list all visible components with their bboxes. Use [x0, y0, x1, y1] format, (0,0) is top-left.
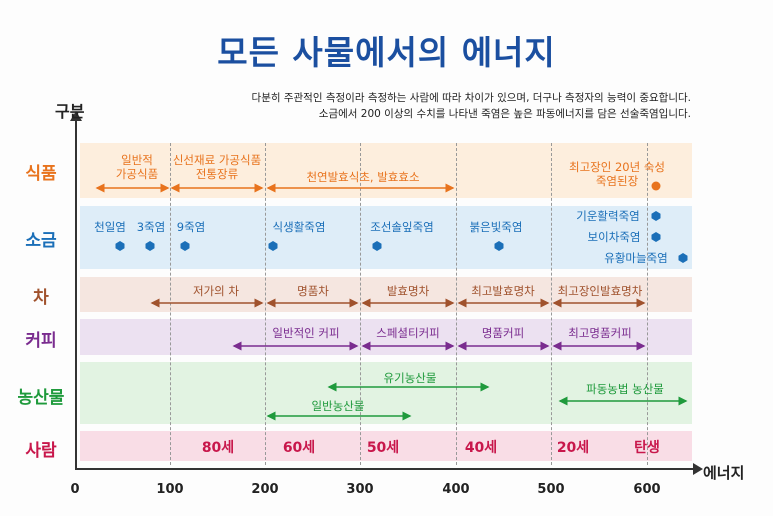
person-item: 40세	[464, 440, 498, 456]
salt-point	[372, 241, 382, 251]
food-item: 천연발효식초, 발효효소	[306, 170, 420, 184]
x-tick: 300	[346, 482, 374, 497]
y-axis	[75, 118, 77, 470]
salt-point	[651, 211, 661, 221]
tea-item: 최고장인발효명차	[557, 284, 643, 298]
salt-point	[494, 241, 504, 251]
salt-item: 유황마늘죽염	[604, 251, 668, 265]
x-tick: 400	[442, 482, 470, 497]
row-label-food: 식품	[25, 164, 57, 184]
food-item: 최고장인 20년 숙성 죽염된장	[568, 160, 666, 188]
person-item: 50세	[366, 440, 400, 456]
farm-item: 유기농산물	[383, 371, 437, 385]
x-tick: 500	[537, 482, 565, 497]
person-item: 20세	[556, 440, 590, 456]
coffee-item: 명품커피	[481, 326, 525, 340]
salt-item: 9죽염	[176, 220, 206, 234]
row-label-farm: 농산물	[17, 388, 65, 408]
x-axis-arrow	[693, 463, 703, 475]
gridline-600	[647, 143, 648, 465]
salt-point	[678, 253, 688, 263]
salt-point	[145, 241, 155, 251]
coffee-item: 일반적인 커피	[272, 326, 340, 340]
tea-item: 저가의 차	[193, 284, 239, 298]
coffee-item: 스페셜티커피	[376, 326, 440, 340]
coffee-item: 최고명품커피	[568, 326, 632, 340]
gridline-300	[360, 143, 361, 465]
food-item: 일반적 가공식품	[115, 153, 159, 181]
x-axis-label: 에너지	[703, 464, 745, 482]
row-label-coffee: 커피	[25, 331, 57, 351]
farm-arrows	[266, 382, 688, 421]
subtitle-line-1: 다분히 주관적인 측정이라 측정하는 사람에 따라 차이가 있으며, 더구나 측…	[251, 92, 691, 104]
salt-item: 3죽염	[136, 220, 166, 234]
x-tick: 200	[251, 482, 279, 497]
row-label-person: 사람	[25, 441, 57, 461]
gridline-500	[551, 143, 552, 465]
farm-item: 일반농산물	[311, 399, 365, 413]
gridline-400	[456, 143, 457, 465]
y-axis-arrow	[70, 111, 82, 121]
salt-item: 식생활죽염	[272, 220, 326, 234]
food-point	[651, 181, 661, 191]
salt-item: 붉은빛죽염	[469, 220, 523, 234]
subtitle-line-2: 소금에서 200 이상의 수치를 나타낸 죽염은 높은 파동에너지를 담은 선술…	[318, 108, 691, 120]
x-tick: 600	[633, 482, 661, 497]
band-salt	[80, 206, 692, 269]
salt-point	[115, 241, 125, 251]
salt-point	[180, 241, 190, 251]
person-item: 탄생	[634, 440, 660, 456]
salt-point	[651, 232, 661, 242]
tea-item: 명품차	[297, 284, 329, 298]
page-title: 모든 사물에서의 에너지	[217, 33, 556, 72]
person-item: 60세	[282, 440, 316, 456]
salt-item: 조선솔잎죽염	[370, 220, 434, 234]
farm-item: 파동농법 농산물	[586, 382, 664, 396]
x-tick: 100	[156, 482, 184, 497]
salt-point	[268, 241, 278, 251]
band-person	[80, 431, 692, 461]
y-axis-label: 구분	[55, 102, 85, 121]
gridline-200	[265, 143, 266, 465]
tea-item: 발효명차	[386, 284, 430, 298]
salt-item: 보이차죽염	[587, 230, 641, 244]
x-axis	[75, 468, 695, 470]
salt-item: 기운활력죽염	[576, 209, 640, 223]
tea-item: 최고발효명차	[471, 284, 535, 298]
salt-item: 천일염	[94, 220, 126, 234]
row-label-tea: 차	[33, 288, 49, 308]
food-item: 신선재료 가공식품 전통장류	[172, 153, 262, 181]
x-tick: 0	[70, 482, 80, 497]
person-item: 80세	[201, 440, 235, 456]
row-label-salt: 소금	[25, 231, 57, 251]
